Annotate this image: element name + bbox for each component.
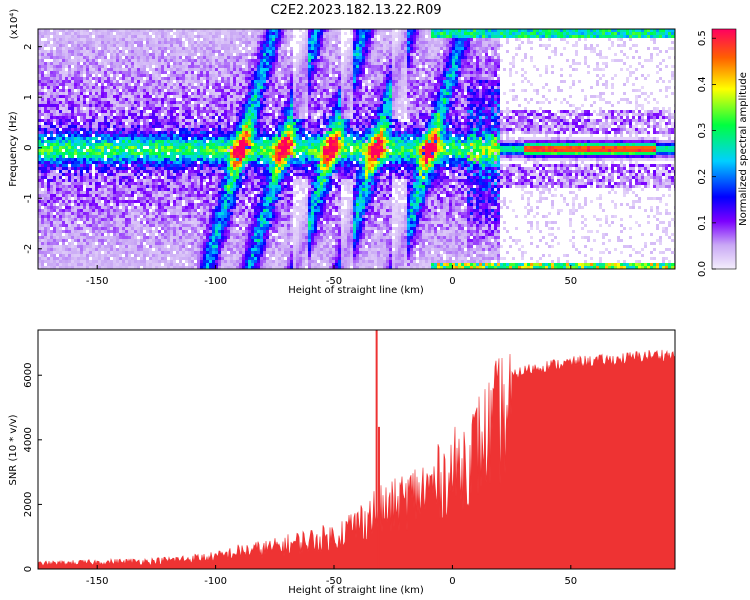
spectrogram-frame	[37, 28, 676, 270]
snr-x-ticks: -150 -100 -50 0 50	[86, 565, 577, 587]
spectrogram-x-tick-label: -50	[326, 276, 342, 287]
snr-x-tick-label: 50	[564, 576, 577, 587]
snr-x-label: Height of straight line (km)	[288, 585, 424, 596]
spectrogram-y-scale-label: (x10⁴)	[9, 9, 20, 40]
spectrogram-x-tick-label: -150	[86, 276, 109, 287]
spectrogram-x-label: Height of straight line (km)	[288, 285, 424, 296]
figure-title: C2E2.2023.182.13.22.R09	[270, 3, 441, 18]
snr-x-tick-label: -50	[326, 576, 342, 587]
snr-area	[38, 349, 675, 569]
snr-frame	[37, 329, 676, 570]
colorbar-tick-label: 0.2	[697, 169, 708, 185]
spectrogram-y-tick-label: -2	[23, 244, 34, 254]
colorbar-tick-label: 0.4	[697, 76, 708, 92]
spectrogram-x-tick-label: 50	[564, 276, 577, 287]
snr-x-tick-label: -100	[204, 576, 227, 587]
spectrogram-y-tick-label: -1	[23, 193, 34, 203]
colorbar-ticks: 0.0 0.1 0.2 0.3 0.4 0.5	[697, 30, 716, 277]
spectrogram-y-tick-label: 0	[23, 145, 34, 151]
spectrogram-y-tick-label: 2	[23, 43, 34, 49]
colorbar-tick-label: 0.5	[697, 30, 708, 46]
colorbar-tick-label: 0.0	[697, 261, 708, 277]
snr-y-label: SNR (10 * v/v)	[8, 414, 19, 485]
colorbar-tick-label: 0.1	[697, 215, 708, 231]
snr-x-tick-label: 0	[449, 576, 455, 587]
snr-x-tick-label: -150	[86, 576, 109, 587]
snr-y-tick-label: 4000	[23, 427, 34, 452]
spectrogram-y-label: Frequency (Hz)	[8, 111, 19, 187]
spectrogram-x-ticks: -150 -100 -50 0 50	[86, 265, 577, 287]
colorbar-tick-label: 0.3	[697, 123, 708, 139]
spectrogram-cells	[38, 29, 675, 269]
snr-y-tick-label: 6000	[23, 362, 34, 387]
snr-series	[38, 330, 675, 569]
colorbar-label: Normalized spectral amplitude	[738, 72, 749, 226]
spectrogram-x-tick-label: -100	[204, 276, 227, 287]
snr-y-tick-label: 0	[23, 566, 34, 572]
spectrogram-panel: -150 -100 -50 0 50 -2 -1 0 1 2 Height of straigh…	[8, 9, 676, 296]
snr-y-tick-label: 2000	[23, 492, 34, 517]
spectrogram-y-tick-label: 1	[23, 94, 34, 100]
colorbar: 0.0 0.1 0.2 0.3 0.4 0.5 Normalized spectral a…	[697, 28, 749, 277]
colorbar-gradient	[712, 29, 736, 269]
colorbar-frame	[711, 28, 737, 270]
spectrogram-x-tick-label: 0	[449, 276, 455, 287]
snr-y-ticks: 0 2000 4000 6000	[23, 362, 42, 572]
snr-panel: -150 -100 -50 0 50 0 2000 4000 6000 Height of s…	[8, 329, 676, 596]
spectrogram-y-ticks: -2 -1 0 1 2	[23, 43, 42, 254]
